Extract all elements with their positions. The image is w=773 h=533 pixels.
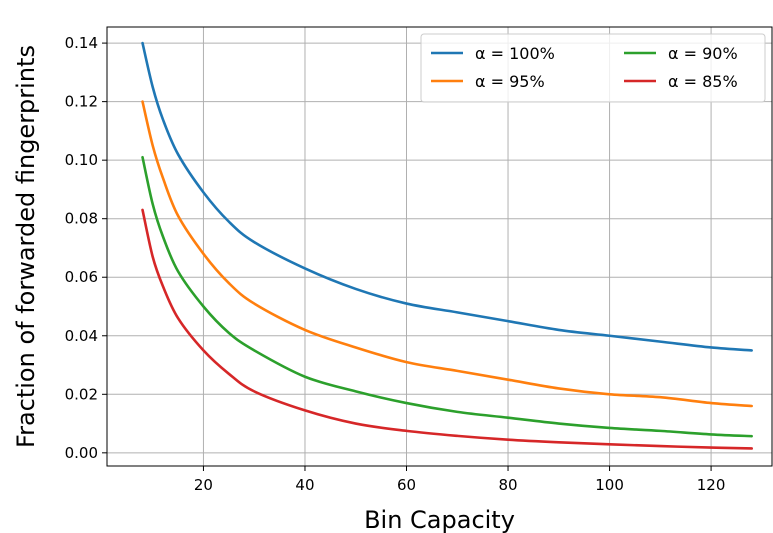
x-axis-label: Bin Capacity bbox=[364, 506, 515, 533]
y-tick-label: 0.00 bbox=[65, 444, 98, 462]
y-tick-label: 0.14 bbox=[65, 34, 98, 52]
x-axis-ticks: 20 40 60 80 100 120 bbox=[194, 466, 726, 494]
y-tick-label: 0.06 bbox=[65, 268, 98, 286]
legend-label: α = 100% bbox=[475, 44, 555, 63]
y-tick-label: 0.12 bbox=[65, 93, 98, 111]
y-axis-label: Fraction of forwarded fingerprints bbox=[12, 45, 40, 448]
y-tick-label: 0.02 bbox=[65, 385, 98, 403]
x-tick-label: 60 bbox=[397, 476, 416, 494]
x-tick-label: 20 bbox=[194, 476, 213, 494]
legend-label: α = 85% bbox=[668, 72, 738, 91]
series-line bbox=[141, 208, 753, 450]
legend: α = 100% α = 95% α = 90% α = 85% bbox=[420, 33, 766, 103]
x-tick-label: 80 bbox=[498, 476, 517, 494]
y-axis-ticks: 0.00 0.02 0.04 0.06 0.08 0.10 0.12 0.14 bbox=[65, 34, 107, 462]
x-tick-label: 40 bbox=[295, 476, 314, 494]
y-tick-label: 0.08 bbox=[65, 210, 98, 228]
y-tick-label: 0.10 bbox=[65, 151, 98, 169]
series-line bbox=[141, 155, 753, 438]
legend-box bbox=[420, 33, 766, 103]
legend-label: α = 90% bbox=[668, 44, 738, 63]
y-tick-label: 0.04 bbox=[65, 327, 98, 345]
series-lines bbox=[141, 41, 753, 450]
plot-frame bbox=[106, 26, 773, 467]
x-tick-label: 100 bbox=[595, 476, 624, 494]
x-tick-label: 120 bbox=[697, 476, 726, 494]
legend-label: α = 95% bbox=[475, 72, 545, 91]
series-line bbox=[141, 100, 753, 408]
series-line bbox=[141, 41, 753, 352]
